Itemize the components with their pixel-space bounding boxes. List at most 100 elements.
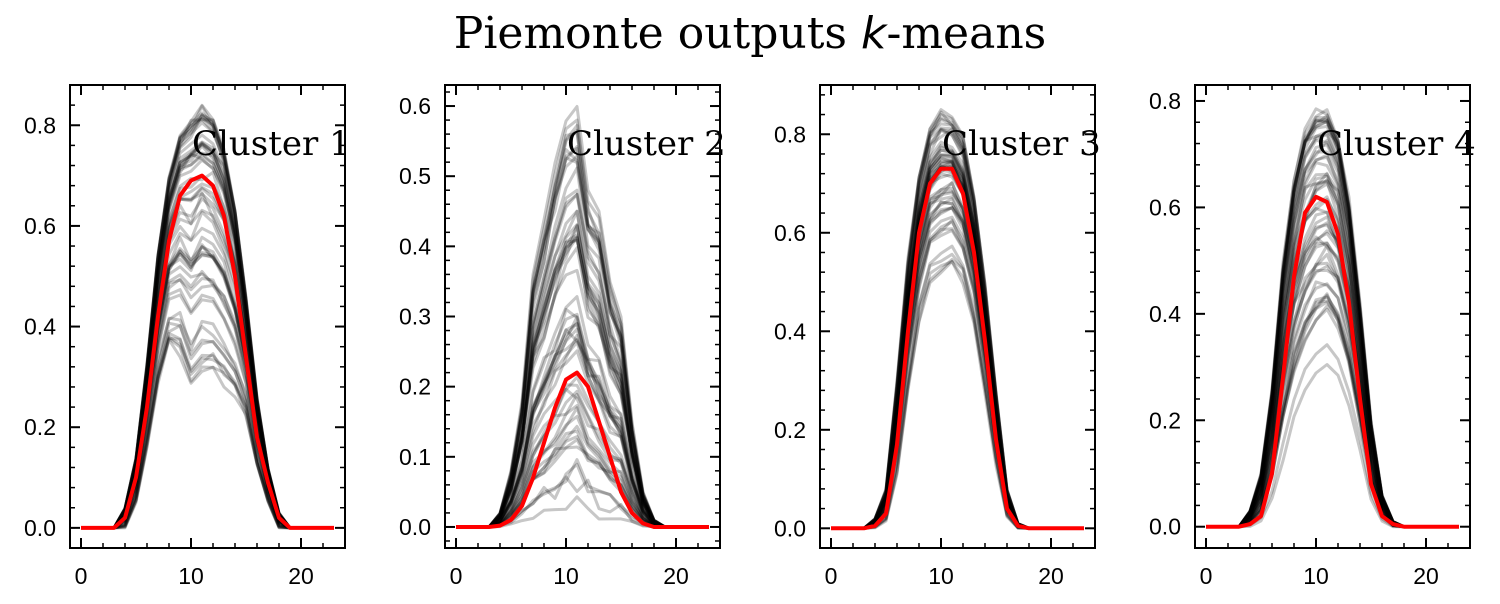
mean-series-line — [456, 370, 709, 529]
individual-series-line — [81, 277, 334, 530]
x-tick-label: 0 — [75, 563, 88, 589]
individual-series-line — [1206, 235, 1459, 529]
individual-series-line — [1206, 231, 1459, 529]
individual-series-line — [831, 260, 1084, 530]
cluster-panel-3: 0.0 0.2 0.4 0.6 0.8 0 10 20 Cluster 3 — [774, 84, 1101, 589]
y-tick-label: 0.8 — [1149, 88, 1181, 114]
individual-series-line — [81, 226, 334, 530]
x-tick-label: 0 — [450, 563, 463, 589]
individual-series-line — [81, 338, 334, 530]
cluster-panel-4: 0.0 0.2 0.4 0.6 0.8 0 10 20 Cluster 4 — [1149, 84, 1476, 589]
y-tick-label: 0.4 — [399, 233, 431, 259]
y-tick-label: 0.2 — [1149, 407, 1181, 433]
individual-series-line — [831, 258, 1084, 530]
mean-series-line — [831, 166, 1084, 531]
x-tick-label: 10 — [178, 563, 204, 589]
y-tick-label: 0.0 — [1149, 514, 1181, 540]
cluster-label: Cluster 1 — [192, 124, 351, 164]
individual-series-line — [81, 265, 334, 530]
individual-series-line — [831, 195, 1084, 530]
y-tick-label: 0.6 — [774, 220, 806, 246]
individual-series-line — [1206, 363, 1459, 529]
figure-title-suffix: -means — [886, 8, 1047, 59]
x-tick-label: 0 — [825, 563, 838, 589]
y-tick-label: 0.4 — [774, 318, 806, 344]
y-tick-label: 0.2 — [24, 414, 56, 440]
y-tick-label: 0.5 — [399, 163, 431, 189]
individual-series-line — [1206, 253, 1459, 529]
cluster-panel-2: 0.0 0.1 0.2 0.3 0.4 0.5 0.6 0 10 20 Cluster 2 — [399, 84, 726, 589]
figure-title-math: k — [860, 8, 887, 59]
individual-series-line — [1206, 300, 1459, 529]
individual-series-group — [456, 105, 709, 529]
individual-series-line — [81, 250, 334, 530]
individual-series-line — [831, 200, 1084, 530]
individual-series-line — [831, 252, 1084, 530]
individual-series-line — [81, 104, 334, 530]
individual-series-line — [831, 128, 1084, 530]
x-tick-label: 10 — [1303, 563, 1329, 589]
mean-series-line — [1206, 194, 1459, 529]
x-tick-label: 10 — [553, 563, 579, 589]
individual-series-line — [1206, 195, 1459, 529]
x-tick-label: 20 — [1038, 563, 1064, 589]
y-tick-label: 0.0 — [399, 514, 431, 540]
individual-series-line — [831, 127, 1084, 530]
x-tick-label: 20 — [288, 563, 314, 589]
individual-series-line — [81, 121, 334, 530]
cluster-label: Cluster 3 — [942, 124, 1101, 164]
y-tick-label: 0.8 — [774, 121, 806, 147]
y-tick-label: 0.3 — [399, 304, 431, 330]
y-tick-label: 0.1 — [399, 444, 431, 470]
individual-series-line — [81, 235, 334, 530]
y-tick-label: 0.4 — [24, 314, 56, 340]
individual-series-line — [81, 316, 334, 530]
individual-series-group — [1206, 107, 1459, 529]
individual-series-line — [81, 321, 334, 530]
cluster-label: Cluster 4 — [1317, 124, 1476, 164]
cluster-label: Cluster 2 — [567, 124, 726, 164]
axes-frame — [1194, 84, 1471, 549]
individual-series-line — [81, 252, 334, 530]
cluster-panel-1: 0.0 0.2 0.4 0.6 0.8 0 10 20 Cluster 1 — [24, 84, 351, 589]
y-tick-label: 0.6 — [24, 213, 56, 239]
y-tick-label: 0.6 — [399, 93, 431, 119]
individual-series-group — [831, 108, 1084, 530]
individual-series-line — [456, 438, 709, 529]
individual-series-line — [456, 387, 709, 529]
individual-series-line — [831, 201, 1084, 530]
individual-series-line — [831, 244, 1084, 530]
individual-series-line — [81, 335, 334, 530]
axes-frame — [69, 84, 346, 549]
individual-series-line — [1206, 293, 1459, 529]
x-tick-label: 20 — [663, 563, 689, 589]
individual-series-line — [81, 337, 334, 530]
individual-series-line — [81, 174, 334, 530]
individual-series-line — [1206, 299, 1459, 529]
x-tick-label: 10 — [928, 563, 954, 589]
y-tick-label: 0.2 — [399, 374, 431, 400]
individual-series-line — [831, 128, 1084, 530]
individual-series-line — [831, 259, 1084, 530]
individual-series-line — [81, 103, 334, 530]
y-tick-label: 0.0 — [24, 515, 56, 541]
y-tick-label: 0.6 — [1149, 194, 1181, 220]
individual-series-line — [81, 277, 334, 530]
individual-series-line — [81, 245, 334, 530]
individual-series-line — [1206, 241, 1459, 529]
x-tick-label: 0 — [1200, 563, 1213, 589]
individual-series-line — [831, 127, 1084, 530]
individual-series-line — [1206, 116, 1459, 529]
y-tick-label: 0.8 — [24, 112, 56, 138]
individual-series-line — [1206, 295, 1459, 529]
individual-series-line — [81, 192, 334, 530]
individual-series-line — [81, 288, 334, 530]
individual-series-line — [1206, 292, 1459, 529]
individual-series-line — [1206, 307, 1459, 529]
individual-series-group — [81, 103, 334, 530]
axes-frame — [819, 84, 1096, 549]
individual-series-line — [81, 311, 334, 530]
individual-series-line — [1206, 244, 1459, 529]
individual-series-line — [81, 331, 334, 530]
